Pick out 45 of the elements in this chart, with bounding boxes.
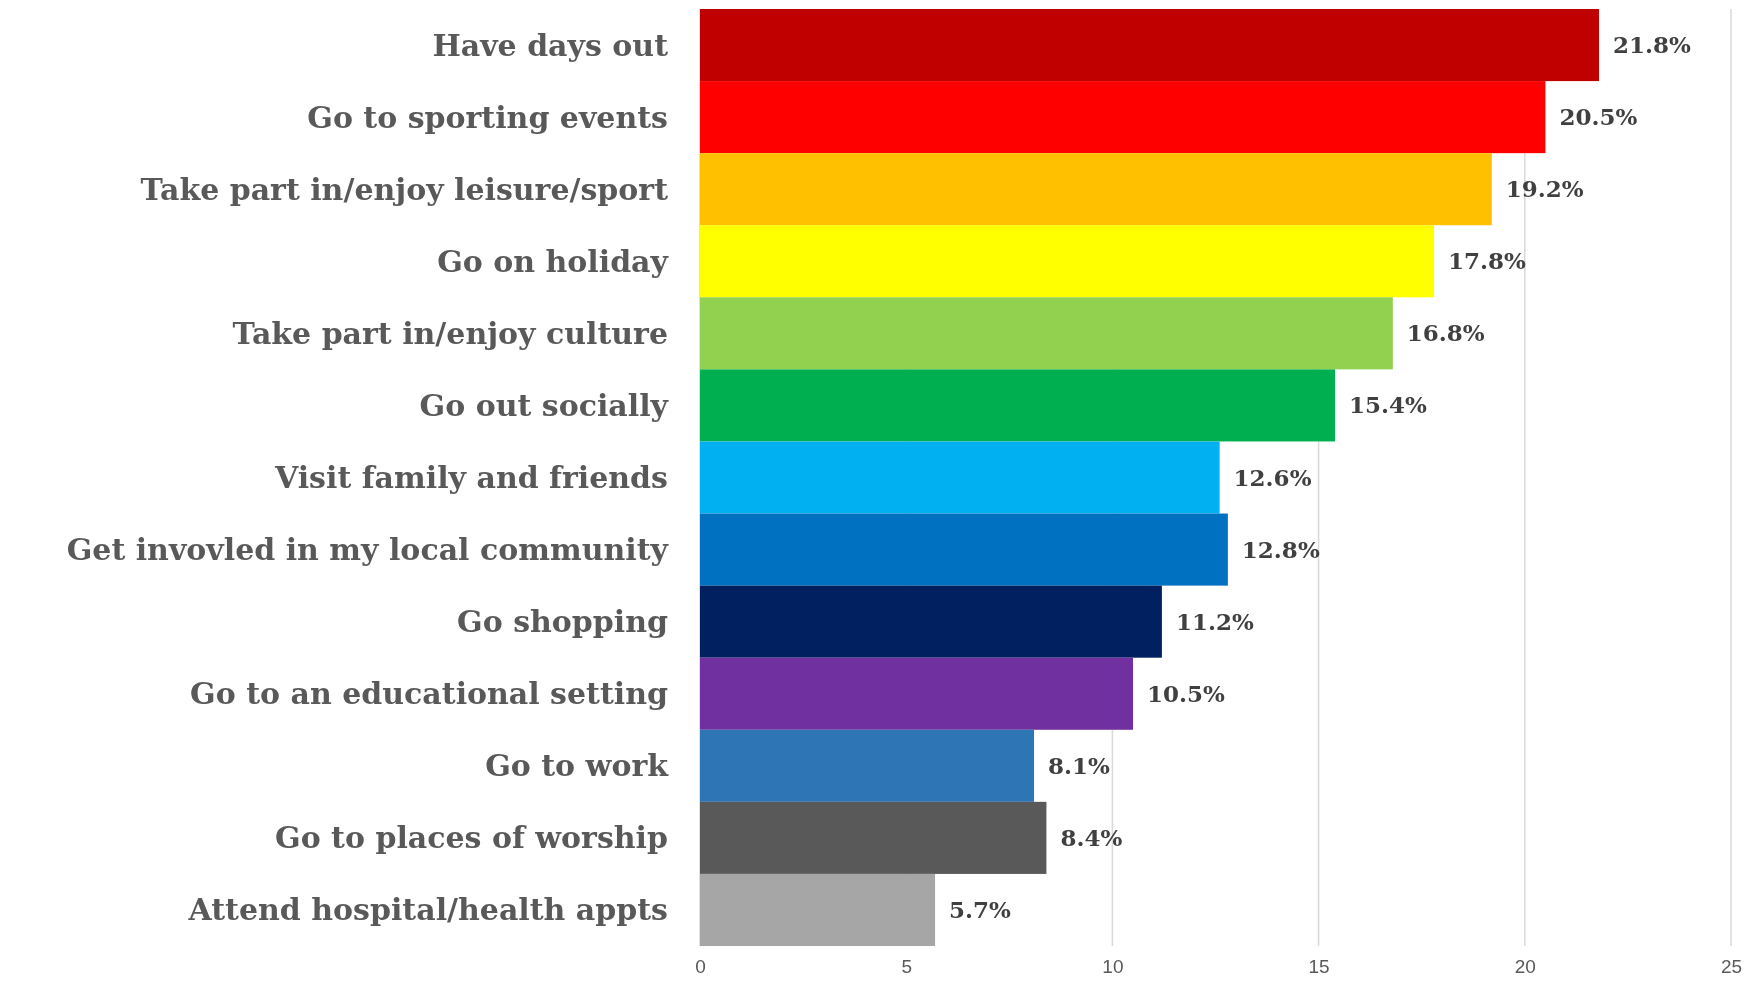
bar (700, 153, 1492, 226)
bar (700, 225, 1435, 298)
y-tick-label: Go to places of worship (275, 820, 668, 856)
x-tick-label: 5 (901, 956, 912, 978)
bar (700, 513, 1228, 586)
data-label: 20.5% (1559, 103, 1638, 131)
bar (700, 729, 1035, 802)
y-tick-label: Go to an educational setting (190, 676, 669, 712)
data-label: 19.2% (1505, 175, 1584, 203)
bar (700, 297, 1393, 370)
x-tick-label: 25 (1720, 956, 1743, 978)
data-label: 11.2% (1175, 607, 1254, 635)
y-tick-label: Take part in/enjoy leisure/sport (140, 171, 669, 207)
y-tick-label: Go to sporting events (307, 99, 668, 135)
y-tick-label: Go out socially (419, 387, 670, 423)
data-label: 17.8% (1448, 247, 1527, 275)
data-label: 12.8% (1241, 535, 1320, 563)
bar (700, 369, 1336, 442)
y-tick-label: Get invovled in my local community (66, 532, 670, 568)
bar (700, 657, 1134, 730)
y-tick-label: Go on holiday (437, 243, 670, 279)
bar (700, 801, 1047, 874)
y-tick-label: Visit family and friends (273, 460, 668, 495)
x-tick-label: 20 (1514, 956, 1536, 978)
data-label: 10.5% (1147, 679, 1226, 707)
x-tick-label: 10 (1102, 956, 1124, 978)
data-label: 8.4% (1060, 823, 1123, 851)
y-tick-label: Take part in/enjoy culture (232, 315, 668, 351)
bar (700, 441, 1220, 514)
data-label: 12.6% (1233, 463, 1312, 491)
y-tick-label: Attend hospital/health appts (187, 892, 668, 928)
bar (700, 585, 1162, 658)
x-tick-label: 0 (695, 956, 706, 978)
data-label: 21.8% (1613, 31, 1692, 59)
data-label: 8.1% (1048, 751, 1111, 779)
bar (700, 873, 936, 946)
y-tick-label: Have days out (432, 27, 669, 63)
y-tick-label: Go to work (485, 748, 670, 784)
data-label: 5.7% (949, 896, 1012, 924)
data-label: 15.4% (1349, 391, 1428, 419)
bar (700, 81, 1546, 154)
y-tick-label: Go shopping (457, 604, 669, 640)
x-tick-label: 15 (1308, 956, 1330, 978)
data-label: 16.8% (1406, 319, 1485, 347)
bar (700, 9, 1600, 82)
